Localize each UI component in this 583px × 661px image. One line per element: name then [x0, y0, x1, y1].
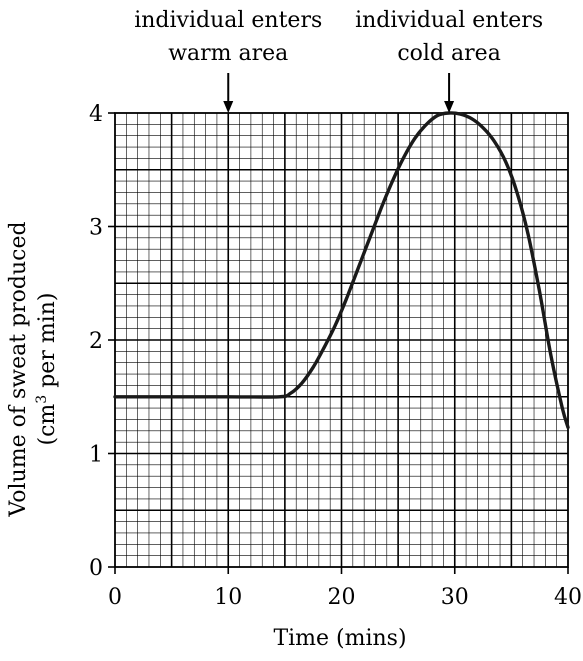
y-axis-label-prefix: (cm [35, 404, 60, 446]
y-axis-label-line2: (cm3 per min) [34, 293, 60, 446]
x-tick-label: 30 [441, 585, 469, 610]
y-tick-label: 1 [89, 443, 103, 468]
y-tick-label: 0 [89, 556, 103, 581]
annotation-1: individual enters warm area [134, 8, 322, 113]
series-layer [113, 111, 570, 430]
annotation-line2: warm area [168, 41, 288, 66]
y-axis-label-superscript: 3 [34, 395, 50, 404]
annotation-line2: cold area [397, 41, 500, 66]
y-axis-label-line1: Volume of sweat produced [6, 221, 31, 517]
x-tick-label: 20 [328, 585, 356, 610]
axis-ticks: 0 10 20 30 40 0 1 2 3 4 [89, 102, 582, 610]
major-grid [115, 113, 568, 567]
x-axis-label: Time (mins) [273, 626, 406, 651]
x-tick-label: 40 [554, 585, 582, 610]
annotation-line1: individual enters [355, 8, 543, 33]
annotation-arrow-head [444, 101, 455, 113]
y-tick-label: 4 [89, 102, 103, 127]
annotation-2: individual enters cold area [355, 8, 543, 113]
y-tick-label: 3 [89, 216, 103, 241]
annotation-line1: individual enters [134, 8, 322, 33]
sweat-volume-line [113, 111, 570, 430]
y-axis-label-suffix: per min) [35, 293, 60, 395]
annotation-arrow-head [223, 101, 234, 113]
y-tick-label: 2 [89, 329, 103, 354]
x-tick-label: 0 [108, 585, 122, 610]
x-tick-label: 10 [214, 585, 242, 610]
